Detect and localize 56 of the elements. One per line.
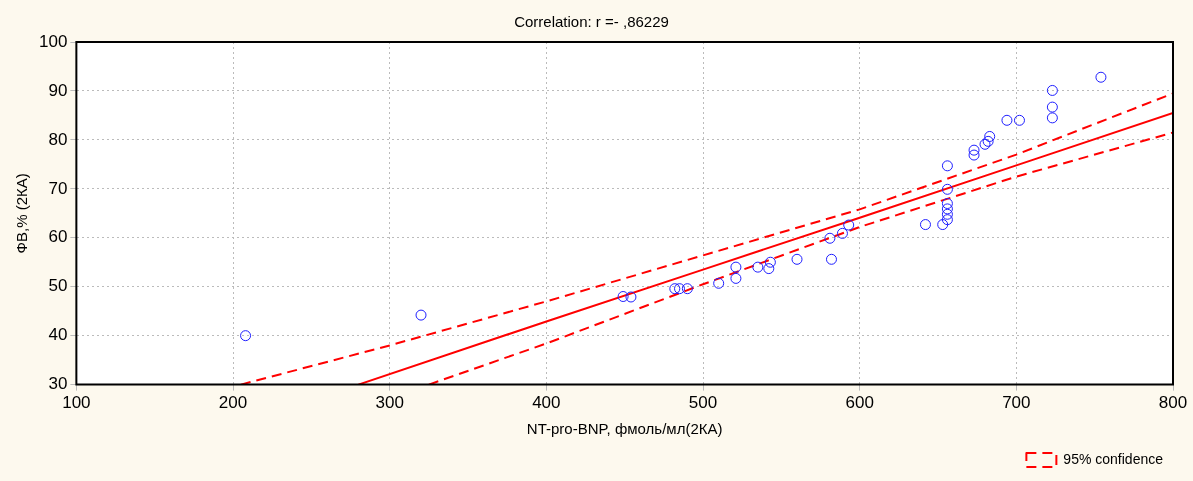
y-tick-label: 40 [48, 325, 68, 345]
point [1095, 71, 1107, 83]
point [1013, 114, 1025, 126]
x-tick-label: 200 [218, 393, 248, 413]
point [752, 261, 764, 273]
y-axis-title: ФВ,% (2КА) [13, 173, 31, 254]
point [240, 330, 252, 342]
y-tick-label: 30 [48, 374, 68, 394]
point [941, 214, 953, 226]
x-tick-label: 100 [62, 393, 91, 413]
y-tick-label: 50 [48, 276, 68, 296]
point [941, 160, 953, 172]
point [1001, 114, 1013, 126]
chart-title: Correlation: r =- ,86229 [514, 13, 669, 31]
y-tick-label: 80 [48, 129, 68, 149]
point [763, 263, 775, 275]
point [941, 208, 953, 220]
point [1046, 84, 1058, 96]
point [824, 232, 836, 244]
point [730, 261, 742, 273]
point [984, 130, 996, 142]
point [937, 219, 949, 231]
y-tick-label: 70 [48, 178, 68, 198]
point [617, 291, 629, 302]
y-tick-label: 100 [38, 31, 68, 51]
point [1046, 101, 1058, 113]
point [919, 219, 931, 231]
x-axis-title: NT-pro-BNP, фмоль/мл(2КА) [526, 420, 723, 438]
point [968, 144, 980, 156]
x-tick-label: 600 [845, 393, 874, 413]
point [825, 253, 837, 265]
point [941, 198, 953, 210]
point [730, 272, 742, 284]
point [415, 309, 427, 321]
point [674, 283, 686, 295]
y-tick-label: 60 [48, 227, 68, 247]
x-tick-label: 300 [375, 393, 404, 413]
x-tick-label: 800 [1158, 393, 1188, 413]
point [669, 283, 681, 295]
point [843, 219, 855, 231]
x-tick-label: 500 [688, 393, 718, 413]
point [836, 227, 848, 239]
legend-label: 95% confidence [1063, 450, 1164, 467]
line-series [427, 131, 1173, 385]
point [791, 253, 803, 265]
point [941, 183, 953, 195]
x-tick-label: 400 [532, 393, 561, 413]
point [625, 291, 637, 303]
point [764, 256, 776, 268]
point [681, 283, 693, 295]
point [713, 277, 725, 289]
y-tick-label: 90 [48, 80, 68, 100]
point [1046, 112, 1058, 124]
point [968, 149, 980, 161]
point [941, 203, 953, 215]
x-tick-label: 700 [1002, 393, 1031, 413]
